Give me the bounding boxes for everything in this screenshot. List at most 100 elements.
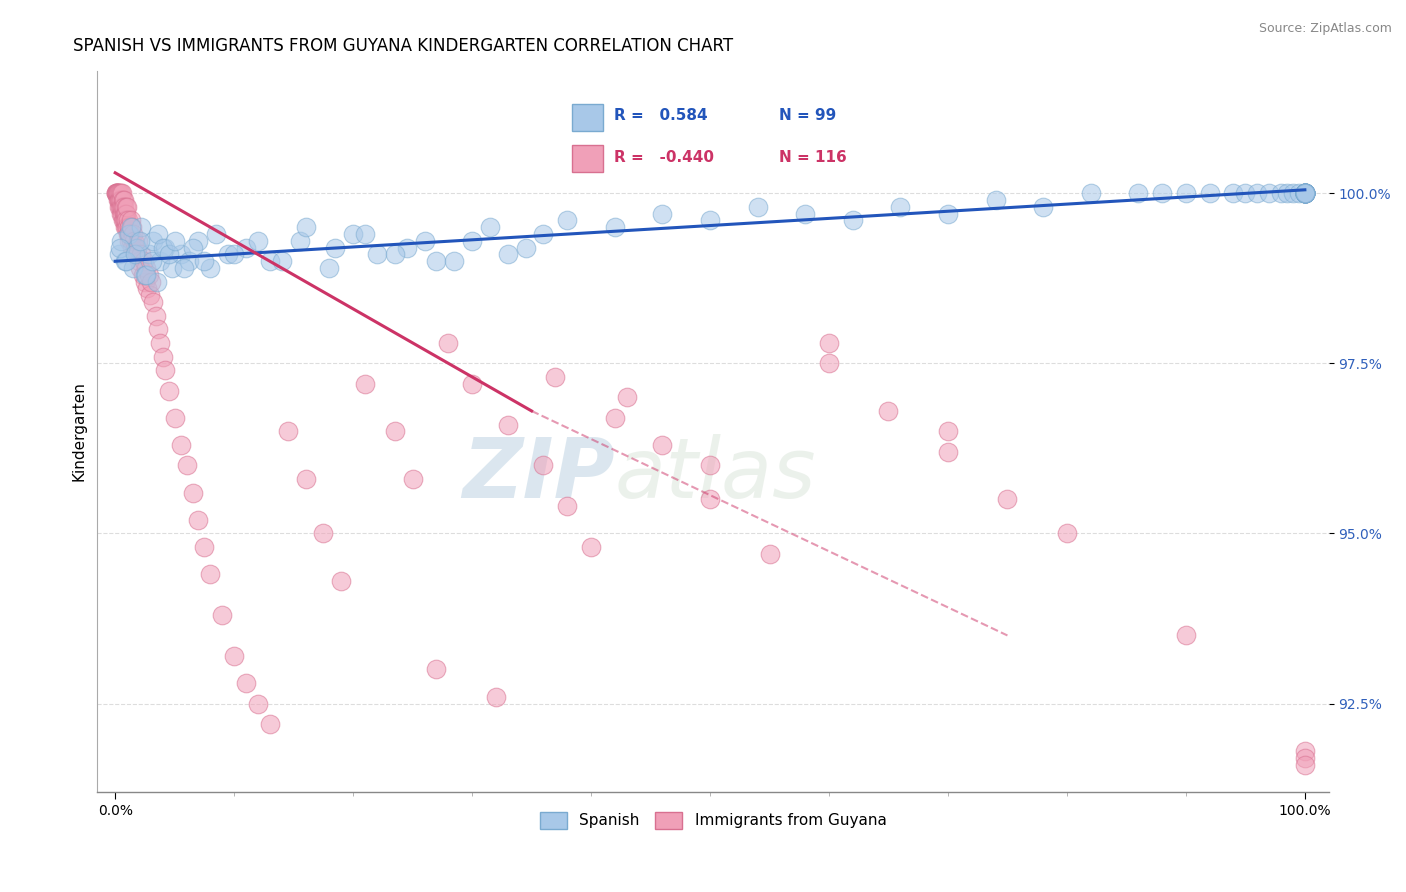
Point bbox=[997, 492, 1019, 507]
Point bbox=[217, 247, 239, 261]
Point bbox=[259, 717, 281, 731]
Point bbox=[142, 295, 165, 310]
Point bbox=[108, 193, 131, 207]
Point bbox=[224, 648, 246, 663]
Point bbox=[294, 472, 316, 486]
Point bbox=[1294, 186, 1316, 201]
Point bbox=[146, 322, 169, 336]
Point bbox=[107, 247, 129, 261]
Point bbox=[1294, 186, 1316, 201]
Point bbox=[121, 220, 143, 235]
Point bbox=[134, 268, 156, 282]
Point bbox=[544, 370, 567, 384]
Point bbox=[984, 193, 1007, 207]
Point bbox=[107, 193, 129, 207]
Point bbox=[138, 268, 160, 282]
Point bbox=[1275, 186, 1298, 201]
Point bbox=[651, 438, 673, 452]
Point bbox=[105, 186, 128, 201]
Point bbox=[818, 335, 841, 350]
Point bbox=[842, 213, 865, 227]
Point bbox=[131, 247, 153, 261]
Point bbox=[1222, 186, 1244, 201]
Point bbox=[354, 376, 377, 391]
Point bbox=[533, 458, 555, 473]
Point bbox=[110, 234, 132, 248]
Point bbox=[1294, 186, 1316, 201]
Point bbox=[277, 425, 299, 439]
Point bbox=[1294, 186, 1316, 201]
Point bbox=[200, 261, 222, 276]
Point bbox=[122, 227, 145, 241]
Point bbox=[211, 608, 233, 623]
Point bbox=[193, 540, 215, 554]
Point bbox=[318, 261, 340, 276]
Point bbox=[478, 220, 501, 235]
Point bbox=[496, 417, 519, 432]
Point bbox=[138, 288, 160, 302]
Point bbox=[107, 193, 129, 207]
Point bbox=[108, 200, 131, 214]
Point bbox=[936, 444, 959, 458]
Point bbox=[1294, 751, 1316, 765]
Point bbox=[1294, 757, 1316, 772]
Point bbox=[152, 350, 174, 364]
Point bbox=[235, 241, 257, 255]
Point bbox=[139, 275, 162, 289]
Point bbox=[105, 186, 128, 201]
Point bbox=[401, 472, 423, 486]
Point bbox=[533, 227, 555, 241]
Point bbox=[124, 241, 146, 255]
Point bbox=[131, 220, 153, 235]
Point bbox=[187, 513, 209, 527]
Point bbox=[1294, 186, 1316, 201]
Point bbox=[1234, 186, 1257, 201]
Point bbox=[107, 186, 129, 201]
Point bbox=[461, 234, 484, 248]
Point bbox=[330, 574, 353, 588]
Point bbox=[115, 220, 138, 235]
Legend: Spanish, Immigrants from Guyana: Spanish, Immigrants from Guyana bbox=[533, 806, 893, 835]
Point bbox=[157, 247, 180, 261]
Point bbox=[118, 220, 141, 235]
Point bbox=[112, 213, 135, 227]
Point bbox=[246, 234, 269, 248]
Point bbox=[120, 213, 142, 227]
Point bbox=[366, 247, 388, 261]
Point bbox=[122, 234, 145, 248]
Point bbox=[1294, 186, 1316, 201]
Point bbox=[107, 186, 129, 201]
Point bbox=[153, 241, 176, 255]
Point bbox=[105, 186, 128, 201]
Point bbox=[115, 200, 138, 214]
Point bbox=[1128, 186, 1150, 201]
Point bbox=[699, 458, 721, 473]
Point bbox=[936, 425, 959, 439]
Point bbox=[235, 676, 257, 690]
Point bbox=[169, 438, 191, 452]
Point bbox=[114, 220, 136, 235]
Point bbox=[105, 186, 128, 201]
Point bbox=[1294, 186, 1316, 201]
Point bbox=[1294, 186, 1316, 201]
Point bbox=[200, 567, 222, 582]
Point bbox=[1270, 186, 1292, 201]
Point bbox=[288, 234, 311, 248]
Point bbox=[1294, 186, 1316, 201]
Point bbox=[108, 186, 131, 201]
Point bbox=[114, 206, 136, 220]
Point bbox=[342, 227, 364, 241]
Point bbox=[1174, 628, 1197, 642]
Point bbox=[111, 193, 134, 207]
Point bbox=[193, 254, 215, 268]
Point bbox=[1198, 186, 1220, 201]
Point bbox=[125, 241, 148, 255]
Y-axis label: Kindergarten: Kindergarten bbox=[72, 382, 86, 482]
Point bbox=[118, 227, 141, 241]
Point bbox=[107, 186, 129, 201]
Point bbox=[270, 254, 292, 268]
Point bbox=[1294, 186, 1316, 201]
Point bbox=[163, 234, 186, 248]
Point bbox=[224, 247, 246, 261]
Point bbox=[110, 206, 132, 220]
